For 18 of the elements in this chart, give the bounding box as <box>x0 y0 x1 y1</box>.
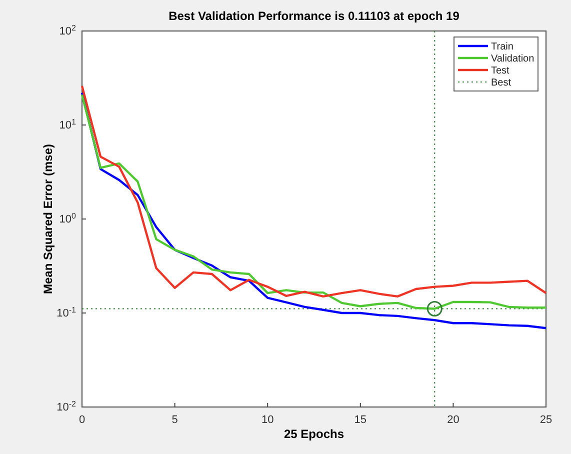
legend-label: Test <box>491 66 510 76</box>
y-tick-label: 10$^{2}$ <box>59 23 77 38</box>
legend-label: Validation <box>491 54 534 64</box>
y-tick-label: 10$^{0}$ <box>59 211 77 226</box>
y-tick-label: 10$^{-1}$ <box>56 305 77 320</box>
x-axis-title: 25 Epochs <box>284 427 344 441</box>
chart-title: Best Validation Performance is 0.11103 at epoch 19 <box>168 9 460 23</box>
y-tick-label: 10$^{-2}$ <box>56 399 77 414</box>
x-tick-label: 15 <box>354 414 367 426</box>
x-tick-label: 10 <box>261 414 274 426</box>
y-tick-label: 10$^{1}$ <box>59 117 77 132</box>
x-tick-label: 0 <box>78 414 86 426</box>
x-tick-label: 20 <box>447 414 460 426</box>
x-tick-label: 25 <box>540 414 552 426</box>
legend-label: Best <box>491 78 512 88</box>
legend-label: Train <box>491 42 514 52</box>
x-tick-label: 5 <box>172 414 178 426</box>
y-axis-title: Mean Squared Error (mse) <box>41 144 55 294</box>
